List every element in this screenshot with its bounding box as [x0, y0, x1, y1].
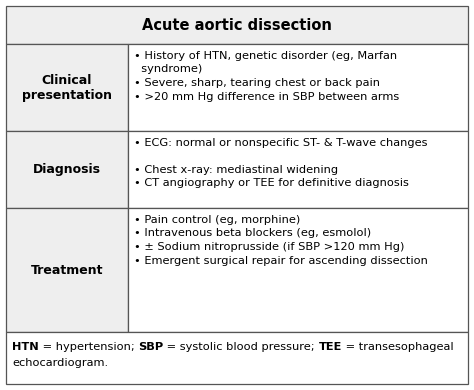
Text: • Intravenous beta blockers (eg, esmolol): • Intravenous beta blockers (eg, esmolol… — [134, 229, 371, 239]
Text: • Emergent surgical repair for ascending dissection: • Emergent surgical repair for ascending… — [134, 255, 428, 266]
Text: SBP: SBP — [138, 342, 164, 352]
Text: Treatment: Treatment — [31, 264, 103, 277]
Text: = systolic blood pressure;: = systolic blood pressure; — [164, 342, 319, 352]
Text: • History of HTN, genetic disorder (eg, Marfan: • History of HTN, genetic disorder (eg, … — [134, 51, 397, 61]
Bar — [6, 44, 128, 131]
Text: HTN: HTN — [12, 342, 39, 352]
Text: • Chest x-ray: mediastinal widening: • Chest x-ray: mediastinal widening — [134, 165, 338, 175]
Bar — [6, 208, 128, 332]
Bar — [128, 208, 468, 332]
Text: • CT angiography or TEE for definitive diagnosis: • CT angiography or TEE for definitive d… — [134, 179, 409, 188]
Text: = hypertension;: = hypertension; — [39, 342, 138, 352]
Bar — [128, 44, 468, 131]
Text: echocardiogram.: echocardiogram. — [12, 358, 108, 368]
Text: syndrome): syndrome) — [134, 64, 202, 74]
Text: • ECG: normal or nonspecific ST- & T-wave changes: • ECG: normal or nonspecific ST- & T-wav… — [134, 138, 428, 148]
Bar — [6, 131, 128, 208]
Bar — [128, 131, 468, 208]
Text: • Severe, sharp, tearing chest or back pain: • Severe, sharp, tearing chest or back p… — [134, 78, 380, 88]
Bar — [6, 6, 468, 44]
Text: Diagnosis: Diagnosis — [33, 163, 101, 176]
Text: • ± Sodium nitroprusside (if SBP >120 mm Hg): • ± Sodium nitroprusside (if SBP >120 mm… — [134, 242, 404, 252]
Text: • Pain control (eg, morphine): • Pain control (eg, morphine) — [134, 215, 300, 225]
Text: Clinical
presentation: Clinical presentation — [22, 73, 112, 101]
Text: Acute aortic dissection: Acute aortic dissection — [142, 18, 332, 32]
Text: = transesophageal: = transesophageal — [342, 342, 454, 352]
Bar — [6, 332, 468, 384]
Text: TEE: TEE — [319, 342, 342, 352]
Text: • >20 mm Hg difference in SBP between arms: • >20 mm Hg difference in SBP between ar… — [134, 92, 399, 101]
